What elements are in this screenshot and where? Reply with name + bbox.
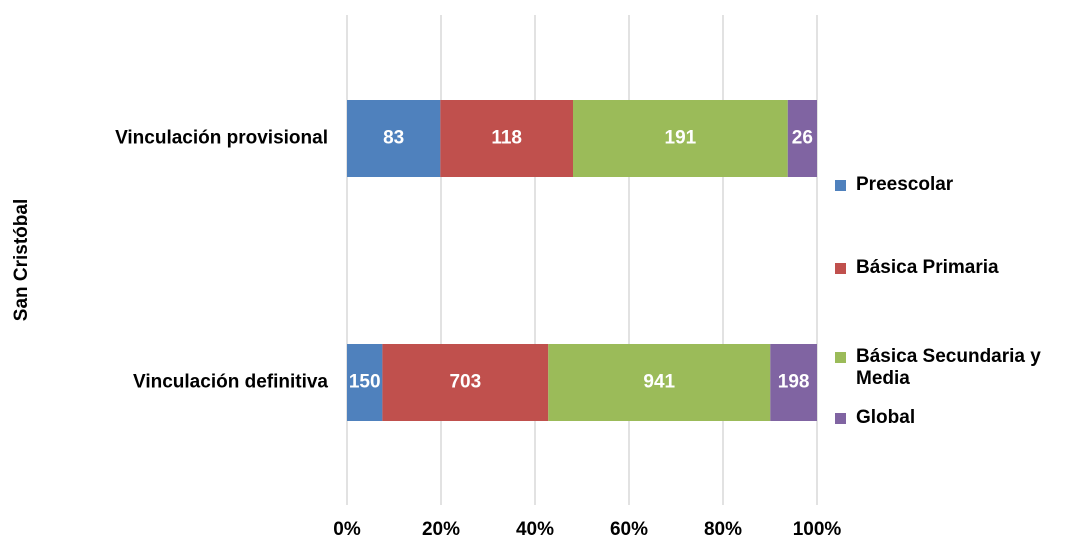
data-label: 198: [778, 372, 810, 393]
legend-swatch: [835, 180, 846, 191]
bar-segment: [787, 100, 817, 177]
x-tick-label: 40%: [516, 519, 554, 540]
data-label: 26: [792, 128, 813, 149]
legend-label: Global: [856, 407, 916, 428]
bar-segment: [347, 100, 441, 177]
bar-segment: [382, 344, 549, 421]
data-label: 191: [665, 128, 697, 149]
y-tick-label: Vinculación provisional: [115, 128, 328, 149]
x-tick-label: 60%: [610, 519, 648, 540]
data-label: 150: [349, 372, 381, 393]
bar-segment: [573, 100, 788, 177]
bar-segment: [548, 344, 771, 421]
bar-segment: [770, 344, 817, 421]
legend-item: Preescolar: [835, 174, 1070, 196]
y-tick-label: Vinculación definitiva: [133, 372, 328, 393]
data-label: 118: [491, 128, 522, 149]
y-axis-label: San Cristóbal: [11, 199, 32, 321]
legend-item: Básica Secundaria y Media: [835, 346, 1070, 390]
x-tick-label: 100%: [793, 519, 842, 540]
x-tick-label: 0%: [333, 519, 361, 540]
legend-label: Básica Secundaria y Media: [856, 346, 1041, 389]
legend-label: Preescolar: [856, 174, 954, 195]
data-label: 703: [449, 372, 481, 393]
data-label: 941: [643, 372, 675, 393]
bar-segment: [347, 344, 383, 421]
x-tick-label: 20%: [422, 519, 460, 540]
bar-segment: [440, 100, 574, 177]
x-tick-label: 80%: [704, 519, 742, 540]
data-label: 83: [383, 128, 404, 149]
legend-swatch: [835, 413, 846, 424]
legend-swatch: [835, 263, 846, 274]
legend-label: Básica Primaria: [856, 257, 999, 278]
legend-swatch: [835, 352, 846, 363]
legend-item: Básica Primaria: [835, 257, 1070, 279]
legend-item: Global: [835, 407, 1070, 429]
